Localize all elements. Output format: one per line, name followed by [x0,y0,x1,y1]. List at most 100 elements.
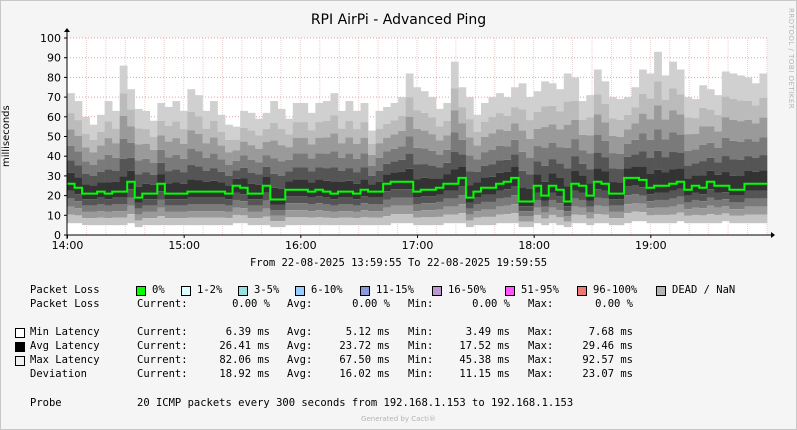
smoke-band-lower [714,207,723,215]
smoke-band-upper [315,122,324,138]
smoke-band-upper [330,93,339,116]
smoke-band-lower [277,221,286,228]
stat-avg-value: 23.72 ms [339,340,390,352]
smoke-band-lower [541,200,550,207]
smoke-band-lower [586,212,595,219]
smoke-band-upper [751,105,760,124]
smoke-band-lower [654,214,662,224]
smoke-band-upper [631,107,640,124]
smoke-band-upper [353,183,361,194]
smoke-band-lower [608,211,617,219]
smoke-band-upper [526,174,534,189]
smoke-band-lower [89,205,98,212]
stat-avg-header: Avg: [287,354,313,366]
smoke-band-upper [149,149,158,164]
smoke-band-upper [661,172,670,186]
smoke-band-upper [465,171,474,186]
smoke-band-lower [578,214,587,224]
smoke-band-upper [435,178,444,188]
smoke-band-lower [142,193,151,200]
smoke-band-upper [759,73,768,98]
smoke-band-lower [601,183,610,191]
smoke-band-lower [345,204,354,212]
smoke-band-lower [450,190,459,199]
smoke-band-lower [669,206,677,215]
smoke-band-upper [699,126,708,145]
smoke-band-upper [563,124,572,148]
smoke-band-upper [744,156,753,172]
smoke-band-lower [119,217,128,226]
stat-current-value: 18.92 ms [219,368,270,380]
smoke-band-upper [270,158,279,174]
stat-current-value: 82.06 ms [219,354,270,366]
smoke-band-lower [443,206,452,215]
smoke-band-upper [714,147,723,163]
smoke-band-upper [217,131,226,146]
smoke-band-lower [503,189,512,198]
smoke-band-upper [232,170,241,179]
smoke-band-lower [345,197,354,205]
smoke-band-lower [571,198,580,207]
smoke-band-lower [368,191,376,198]
smoke-band-lower [533,207,542,215]
smoke-band-lower [149,193,158,200]
smoke-band-lower [307,191,316,198]
smoke-band-upper [518,130,527,152]
smoke-band-upper [435,140,444,155]
smoke-band-lower [631,185,640,195]
smoke-band-upper [669,61,677,89]
smoke-band-lower [541,195,550,201]
smoke-band-lower [179,218,188,226]
smoke-band-lower [232,214,241,224]
smoke-band-upper [194,95,203,117]
smoke-band-upper [676,94,685,115]
smoke-band-upper [639,133,647,152]
smoke-band-lower [157,183,166,192]
y-tick-label: 90 [47,52,61,65]
stat-label: Min Latency [30,326,100,338]
smoke-band-upper [608,168,617,183]
stat-avg-header: Avg: [287,368,313,380]
smoke-band-upper [292,179,301,190]
smoke-band-upper [571,139,580,157]
smoke-band-upper [639,151,647,167]
smoke-band-lower [556,196,565,204]
smoke-band-upper [405,73,414,98]
smoke-band-upper [82,116,90,134]
smoke-band-lower [473,191,482,198]
smoke-band-lower [488,194,497,202]
smoke-band-lower [187,217,196,226]
smoke-band-lower [127,197,136,206]
smoke-band-lower [480,201,489,210]
smoke-band-upper [533,111,542,130]
smoke-band-lower [255,211,263,219]
smoke-band-upper [480,152,489,166]
smoke-band-upper [616,169,625,183]
smoke-band-lower [353,218,361,226]
smoke-band-upper [511,107,519,124]
smoke-band-upper [458,107,467,124]
smoke-band-upper [496,113,504,130]
y-tick-label: 50 [47,131,61,144]
smoke-band-lower [473,197,482,205]
smoke-band-upper [721,96,730,118]
smoke-band-lower [330,205,339,212]
smoke-band-upper [240,167,248,179]
smoke-band-lower [277,215,286,222]
smoke-band-upper [631,139,640,155]
smoke-band-upper [578,163,587,176]
smoke-band-lower [104,211,113,219]
smoke-band-upper [503,171,512,182]
smoke-band-upper [247,172,256,184]
smoke-band-upper [669,88,677,111]
smoke-band-upper [127,170,136,182]
smoke-band-upper [127,142,136,158]
smoke-band-upper [262,128,271,143]
smoke-band-upper [292,103,301,123]
smoke-band-lower [127,214,136,224]
smoke-band-lower [172,193,181,200]
smoke-band-upper [480,136,489,153]
smoke-band-lower [97,204,105,212]
smoke-band-lower [398,181,407,190]
smoke-band-lower [578,207,587,215]
